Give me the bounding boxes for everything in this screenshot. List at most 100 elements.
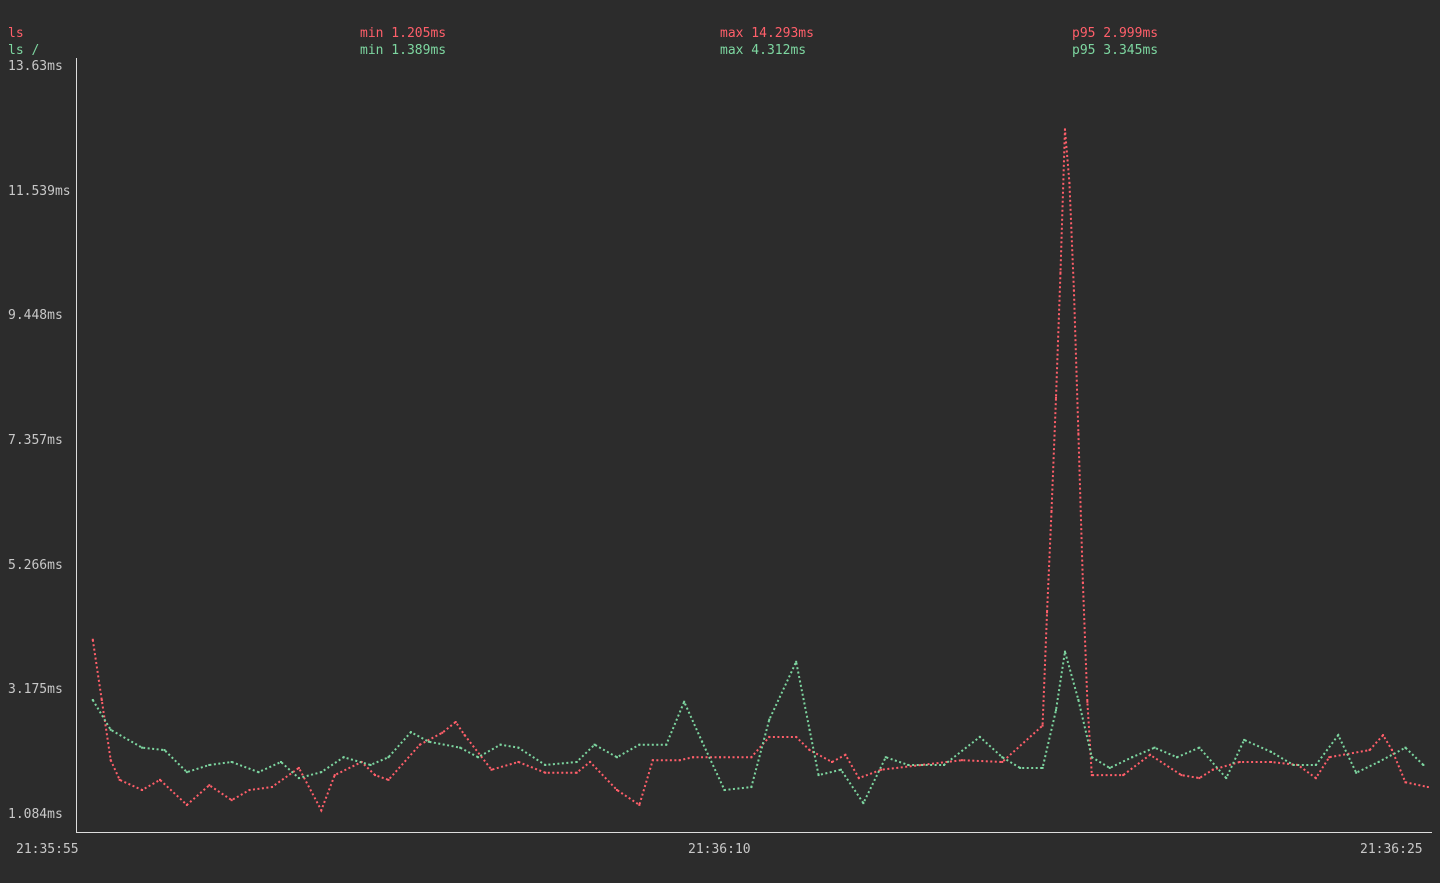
- data-point: [1068, 182, 1071, 185]
- data-point: [109, 728, 112, 731]
- legend-series-ls: ls: [8, 26, 24, 41]
- data-point: [723, 789, 726, 792]
- data-point: [1270, 760, 1273, 763]
- data-point: [418, 743, 421, 746]
- data-point: [907, 763, 910, 766]
- y-tick-label: 3.175ms: [8, 682, 63, 698]
- data-point: [1149, 753, 1152, 756]
- data-point: [1019, 766, 1022, 769]
- data-point: [427, 740, 430, 743]
- stat-p95-ls: p95 2.999ms: [1072, 26, 1159, 41]
- data-point: [499, 743, 502, 746]
- data-point: [1108, 766, 1111, 769]
- data-point: [441, 731, 444, 734]
- data-point: [544, 771, 547, 774]
- data-point: [248, 789, 251, 792]
- data-point: [1059, 271, 1062, 274]
- data-point: [208, 763, 211, 766]
- data-point: [1001, 760, 1004, 763]
- data-point: [159, 778, 161, 781]
- data-point: [1404, 781, 1407, 784]
- data-point: [1063, 128, 1066, 131]
- data-point: [651, 759, 654, 762]
- data-point: [1198, 746, 1201, 749]
- data-point: [638, 803, 641, 806]
- x-tick-label: 21:35:55: [16, 842, 79, 857]
- data-point: [768, 718, 771, 721]
- stat-p95-ls-root: p95 3.345ms: [1072, 43, 1159, 58]
- data-point: [1063, 650, 1066, 653]
- data-point: [1153, 746, 1156, 749]
- data-point: [575, 760, 578, 763]
- stat-max-ls-root: max 4.312ms: [720, 43, 807, 58]
- y-tick-label: 5.266ms: [8, 557, 63, 573]
- data-point: [1046, 611, 1049, 614]
- data-point: [1055, 396, 1057, 399]
- data-point: [1314, 777, 1317, 780]
- legend-series-ls-root: ls /: [8, 43, 40, 58]
- data-point: [831, 760, 833, 763]
- data-point: [1426, 786, 1429, 789]
- data-point: [808, 749, 811, 752]
- y-tick-label: 13.63ms: [8, 59, 63, 74]
- data-point: [230, 760, 233, 763]
- data-point: [1270, 750, 1273, 753]
- data-point: [683, 700, 686, 703]
- data-point: [1081, 581, 1084, 584]
- data-point: [517, 760, 520, 763]
- data-point: [1328, 756, 1331, 759]
- data-point: [768, 735, 771, 738]
- data-point: [665, 743, 668, 746]
- data-point: [1238, 760, 1241, 763]
- data-point: [1175, 756, 1178, 759]
- data-point: [91, 638, 94, 641]
- data-point: [1041, 766, 1044, 769]
- data-point: [615, 756, 618, 759]
- data-point: [1077, 698, 1080, 701]
- data-point: [374, 774, 377, 777]
- data-point: [185, 803, 188, 806]
- data-point: [544, 763, 547, 766]
- data-point: [1041, 724, 1044, 727]
- y-tick-label: 11.539ms: [8, 183, 71, 199]
- data-point: [1122, 774, 1125, 777]
- data-point: [257, 771, 260, 774]
- data-point: [1131, 756, 1134, 759]
- data-point: [1355, 771, 1358, 774]
- data-point: [1198, 777, 1201, 780]
- data-point: [1422, 763, 1425, 766]
- data-point: [333, 774, 336, 777]
- data-point: [477, 756, 480, 759]
- data-point: [857, 777, 860, 780]
- data-point: [369, 763, 372, 766]
- data-point: [459, 746, 462, 749]
- data-point: [862, 802, 865, 805]
- data-point: [692, 756, 695, 759]
- data-point: [1001, 756, 1004, 759]
- stat-max-ls: max 14.293ms: [720, 26, 814, 41]
- data-point: [839, 768, 842, 771]
- data-point: [1090, 774, 1093, 777]
- data-point: [387, 778, 390, 781]
- data-point: [638, 743, 641, 746]
- data-point: [1211, 768, 1214, 771]
- data-point: [1180, 774, 1183, 777]
- data-point: [1086, 700, 1089, 703]
- x-tick-label: 21:36:25: [1360, 842, 1423, 857]
- series-line: [91, 651, 1425, 806]
- data-point: [297, 777, 300, 780]
- y-tick-label: 1.084ms: [8, 807, 63, 822]
- data-point: [1072, 289, 1075, 292]
- data-point: [109, 759, 112, 762]
- data-point: [795, 735, 798, 738]
- y-tick-label: 7.357ms: [8, 433, 63, 448]
- y-tick-label: 9.448ms: [8, 308, 63, 324]
- data-point: [342, 756, 345, 759]
- data-point: [185, 771, 188, 774]
- data-point: [387, 756, 390, 759]
- data-point: [1090, 756, 1093, 759]
- data-point: [1391, 749, 1393, 752]
- data-point: [208, 784, 211, 787]
- data-point: [279, 760, 282, 763]
